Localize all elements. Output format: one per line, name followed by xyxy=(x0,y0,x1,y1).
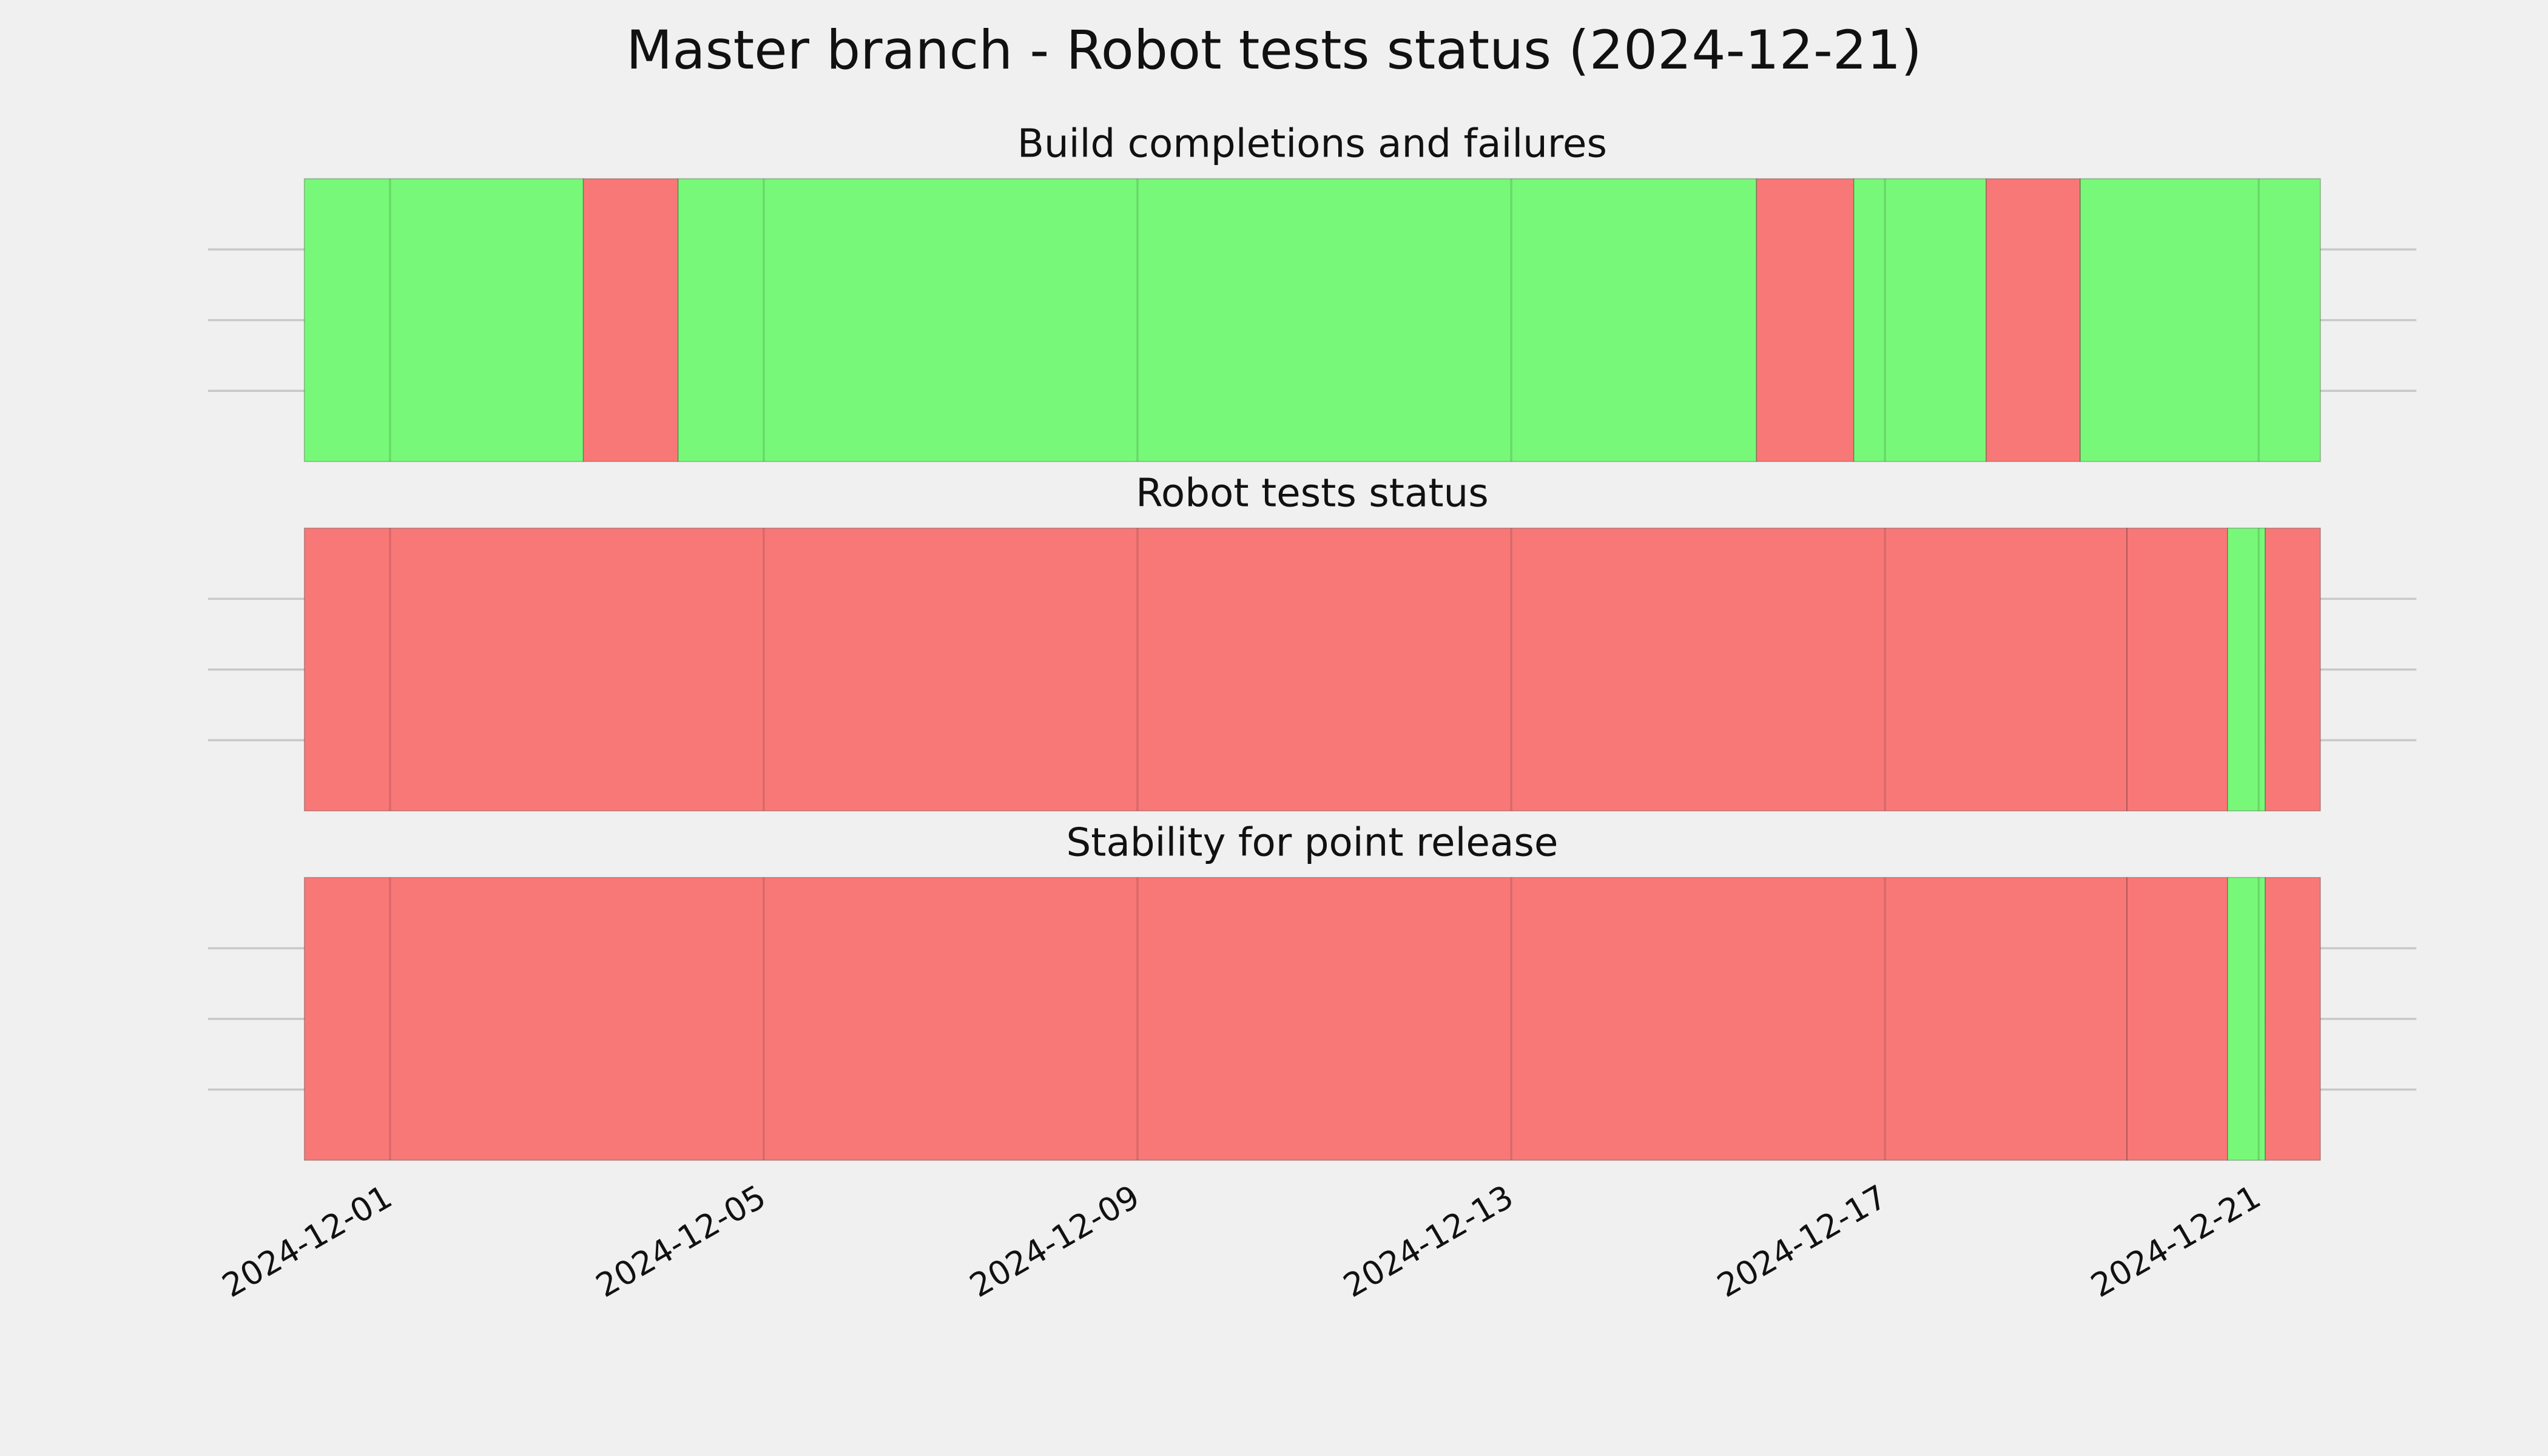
status-span xyxy=(303,877,2128,1161)
status-span xyxy=(677,178,1758,462)
status-span xyxy=(303,178,584,462)
status-span xyxy=(582,178,679,462)
chart-title: Master branch - Robot tests status (2024… xyxy=(626,19,1922,81)
status-span xyxy=(2226,527,2266,812)
status-span xyxy=(2265,527,2321,812)
status-span xyxy=(2126,877,2228,1161)
status-span xyxy=(1853,178,1987,462)
status-span xyxy=(1756,178,1855,462)
status-span xyxy=(1986,178,2081,462)
status-span xyxy=(2226,877,2266,1161)
subplot-title: Build completions and failures xyxy=(1017,121,1607,167)
subplot-title: Robot tests status xyxy=(1136,471,1489,516)
status-span xyxy=(2126,527,2228,812)
status-span xyxy=(303,527,2128,812)
status-span xyxy=(2080,178,2321,462)
subplot-title: Stability for point release xyxy=(1067,820,1559,865)
status-span xyxy=(2265,877,2321,1161)
